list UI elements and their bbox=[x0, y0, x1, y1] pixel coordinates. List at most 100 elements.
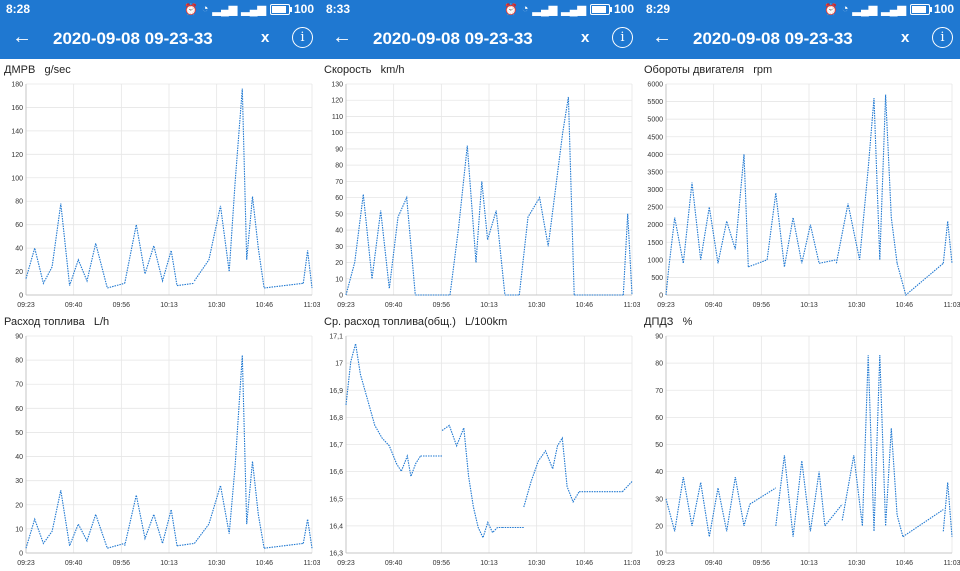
chart-title: ДМРВ g/sec bbox=[4, 64, 71, 76]
y-tick-label: 140 bbox=[11, 128, 23, 135]
y-tick-label: 0 bbox=[19, 551, 23, 558]
series-line bbox=[523, 436, 580, 508]
chart-rpm: 0 500 1000 1500 2000 2500 3000 3500 4000 4500 5000… bbox=[647, 82, 960, 310]
x-tick-label: 09:56 bbox=[113, 560, 131, 567]
battery-level: 100 bbox=[613, 2, 634, 16]
series-line bbox=[441, 424, 503, 540]
chart-title: Ср. расход топлива(общ.) L/100km bbox=[324, 316, 508, 328]
series-line bbox=[518, 96, 575, 296]
y-tick-label: 20 bbox=[335, 260, 343, 267]
series-line bbox=[824, 503, 843, 527]
x-tick-label: 10:30 bbox=[528, 560, 546, 567]
back-arrow-icon[interactable]: ← bbox=[652, 26, 672, 48]
close-button[interactable]: x bbox=[901, 29, 910, 46]
y-tick-label: 20 bbox=[15, 502, 23, 509]
series-line bbox=[176, 282, 195, 287]
y-tick-label: 4000 bbox=[647, 152, 663, 159]
app-bar: ← 2020-09-08 09-23-33 x i bbox=[0, 18, 320, 59]
x-tick-label: 10:30 bbox=[848, 560, 866, 567]
series-line bbox=[748, 259, 768, 268]
chart-title: Обороты двигателя rpm bbox=[644, 64, 773, 76]
y-tick-label: 30 bbox=[335, 244, 343, 251]
series-line bbox=[766, 192, 820, 267]
x-tick-label: 10:13 bbox=[800, 302, 818, 309]
close-button[interactable]: x bbox=[261, 29, 270, 46]
x-tick-label: 10:30 bbox=[208, 560, 226, 567]
x-tick-label: 10:13 bbox=[160, 560, 178, 567]
y-tick-label: 3000 bbox=[647, 187, 663, 194]
y-tick-label: 130 bbox=[331, 82, 343, 89]
wifi-icon: ◔ bbox=[841, 3, 849, 15]
series-line bbox=[264, 282, 304, 289]
y-tick-label: 180 bbox=[11, 82, 23, 89]
y-tick-label: 17 bbox=[335, 361, 343, 368]
y-tick-label: 30 bbox=[15, 478, 23, 485]
page-title: 2020-09-08 09-23-33 bbox=[53, 29, 213, 48]
close-button[interactable]: x bbox=[581, 29, 590, 46]
y-tick-label: 120 bbox=[11, 152, 23, 159]
y-tick-label: 3500 bbox=[647, 169, 663, 176]
series-line bbox=[302, 519, 313, 549]
x-tick-label: 09:23 bbox=[17, 302, 35, 309]
x-tick-label: 10:30 bbox=[208, 302, 226, 309]
y-tick-label: 50 bbox=[15, 430, 23, 437]
x-tick-label: 11:03 bbox=[304, 560, 321, 567]
signal-icon: ▂▄▆ bbox=[212, 3, 238, 16]
y-tick-label: 10 bbox=[15, 526, 23, 533]
info-icon[interactable]: i bbox=[932, 27, 953, 48]
x-tick-label: 11:03 bbox=[944, 302, 960, 309]
y-tick-label: 60 bbox=[15, 222, 23, 229]
back-arrow-icon[interactable]: ← bbox=[332, 26, 352, 48]
x-tick-label: 10:13 bbox=[480, 302, 498, 309]
series-line bbox=[902, 509, 944, 538]
chart-title: ДПДЗ % bbox=[644, 316, 693, 328]
chart-avg-consumption: 16,3 16,4 16,5 16,6 16,7 16,8 16,9 17 17,1 09:23 0… bbox=[329, 334, 641, 568]
y-tick-label: 17,1 bbox=[329, 334, 343, 341]
y-tick-label: 70 bbox=[15, 382, 23, 389]
y-tick-label: 16,8 bbox=[329, 415, 343, 422]
x-tick-label: 10:46 bbox=[576, 560, 594, 567]
series-line bbox=[176, 542, 195, 547]
y-tick-label: 5000 bbox=[647, 117, 663, 124]
series-line bbox=[25, 490, 108, 549]
series-line bbox=[622, 213, 633, 296]
phone-panel-1: 8:28 ⏰ ◔ ▂▄▆ ▂▄▆ 100 ← 2020-09-08 09-23-… bbox=[0, 0, 320, 571]
y-tick-label: 60 bbox=[335, 195, 343, 202]
series-line bbox=[264, 542, 304, 549]
x-tick-label: 10:46 bbox=[256, 302, 274, 309]
series-line bbox=[193, 88, 265, 289]
alarm-icon: ⏰ bbox=[824, 3, 838, 16]
x-tick-label: 09:23 bbox=[657, 302, 675, 309]
x-tick-label: 10:13 bbox=[480, 560, 498, 567]
info-icon[interactable]: i bbox=[292, 27, 313, 48]
y-tick-label: 16,7 bbox=[329, 442, 343, 449]
x-tick-label: 11:03 bbox=[624, 560, 641, 567]
x-tick-label: 09:40 bbox=[65, 302, 83, 309]
x-tick-label: 10:46 bbox=[256, 560, 274, 567]
x-tick-label: 10:46 bbox=[896, 560, 914, 567]
series-line bbox=[345, 343, 421, 479]
x-tick-label: 11:03 bbox=[304, 302, 321, 309]
phone-panel-2: 8:33 ⏰ ◔ ▂▄▆ ▂▄▆ 100 ← 2020-09-08 09-23-… bbox=[320, 0, 640, 571]
signal-icon: ▂▄▆ bbox=[881, 3, 906, 16]
x-tick-label: 10:46 bbox=[896, 302, 914, 309]
y-tick-label: 80 bbox=[15, 358, 23, 365]
x-tick-label: 09:23 bbox=[337, 560, 355, 567]
x-tick-label: 10:13 bbox=[160, 302, 178, 309]
x-tick-label: 09:23 bbox=[337, 302, 355, 309]
alarm-icon: ⏰ bbox=[504, 3, 518, 16]
status-time: 8:33 bbox=[326, 2, 351, 16]
info-icon[interactable]: i bbox=[612, 27, 633, 48]
status-time: 8:29 bbox=[646, 2, 671, 16]
x-tick-label: 09:40 bbox=[705, 560, 723, 567]
y-tick-label: 1000 bbox=[647, 257, 663, 264]
y-tick-label: 70 bbox=[655, 388, 663, 395]
back-arrow-icon[interactable]: ← bbox=[12, 26, 32, 48]
x-tick-label: 09:23 bbox=[17, 560, 35, 567]
y-tick-label: 2500 bbox=[647, 205, 663, 212]
y-tick-label: 90 bbox=[335, 146, 343, 153]
y-tick-label: 70 bbox=[335, 179, 343, 186]
status-bar: 8:28 ⏰ ◔ ▂▄▆ ▂▄▆ 100 bbox=[0, 0, 320, 18]
x-tick-label: 09:40 bbox=[385, 302, 403, 309]
y-tick-label: 80 bbox=[335, 163, 343, 170]
